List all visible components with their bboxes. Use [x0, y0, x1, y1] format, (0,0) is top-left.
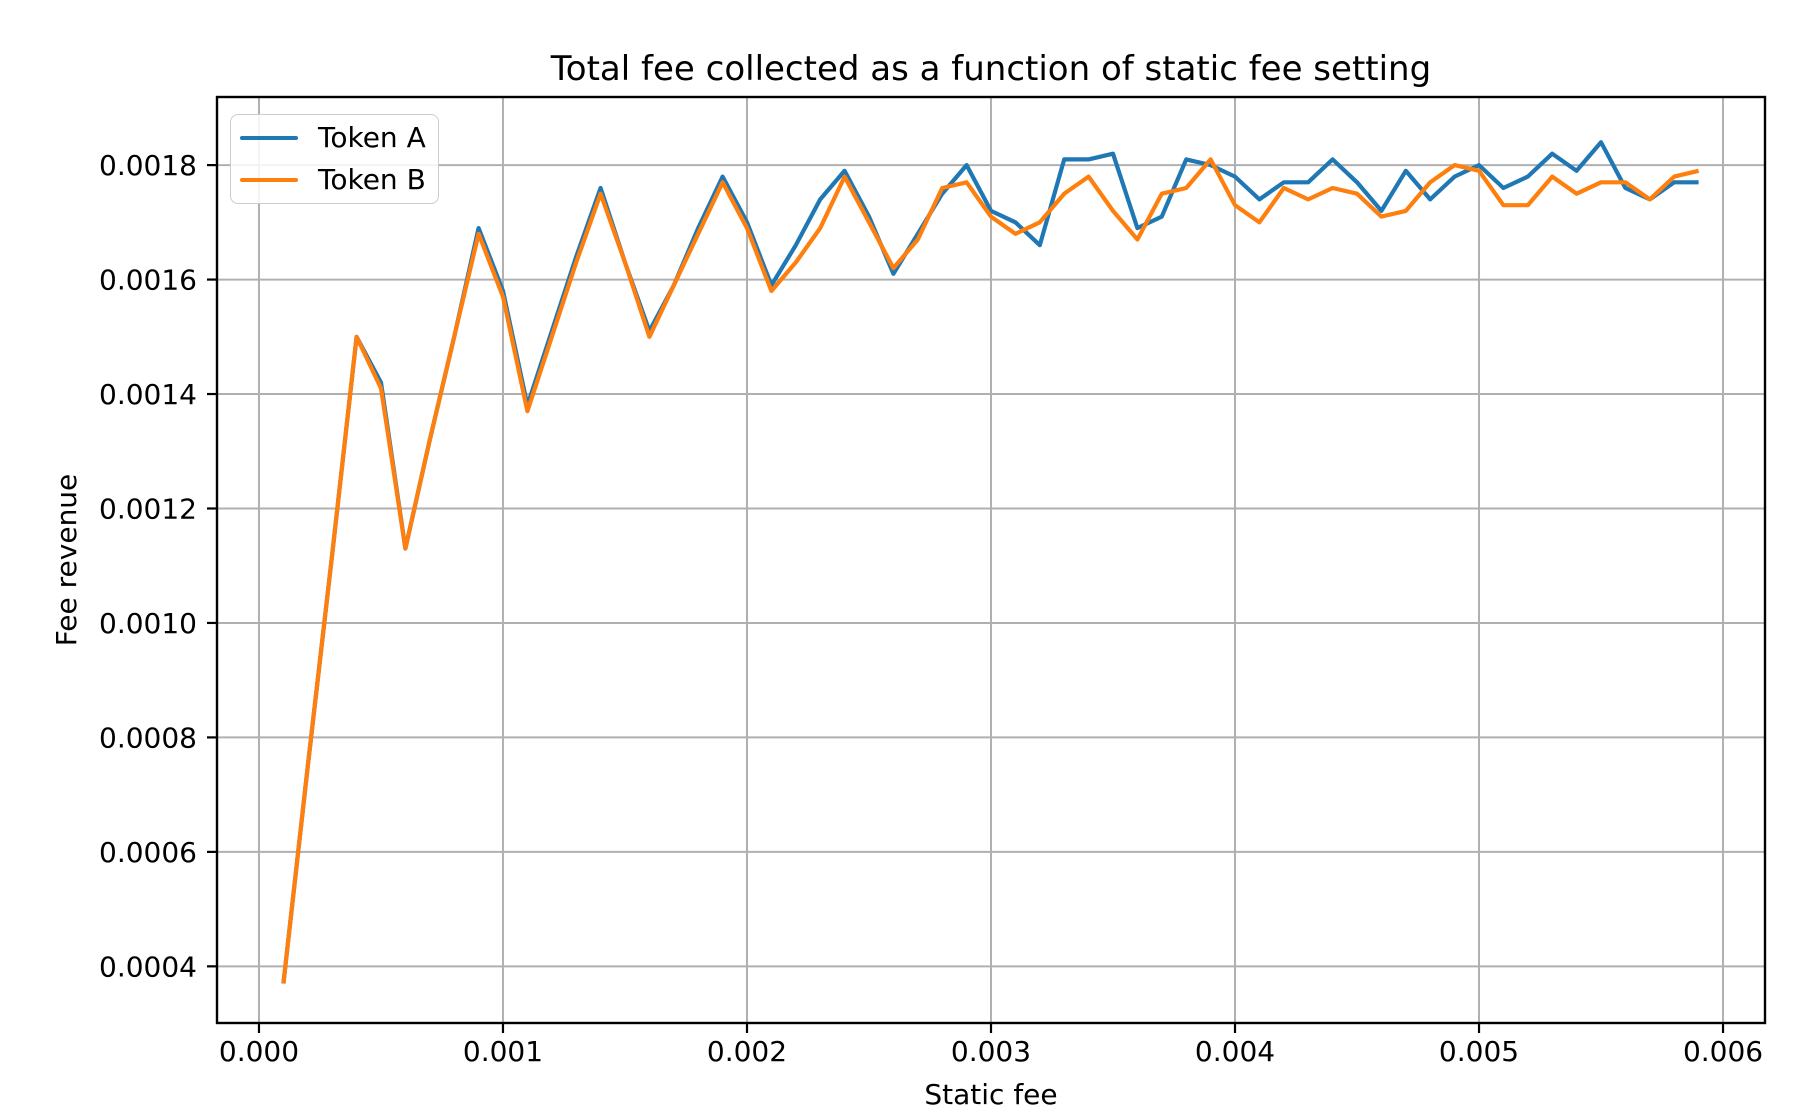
legend-entry-token-b: Token B	[240, 161, 438, 199]
y-tick-label: 0.0016	[99, 264, 197, 297]
token-a-line-sample	[240, 136, 298, 140]
y-axis-label: Fee revenue	[50, 474, 83, 647]
x-tick-label: 0.003	[951, 1035, 1031, 1068]
grid-layer	[217, 97, 1765, 1023]
x-tick-label: 0.001	[463, 1035, 543, 1068]
chart-title: Total fee collected as a function of sta…	[550, 49, 1431, 89]
y-tick-label: 0.0008	[99, 721, 197, 754]
x-tick-label: 0.000	[219, 1035, 299, 1068]
x-tick-label: 0.004	[1195, 1035, 1275, 1068]
series-line-token-b	[281, 157, 1700, 984]
tick-labels-layer: 0.000 0.001 0.002 0.003 0.004 0.005 0.006 0.000…	[99, 149, 1763, 1068]
x-tick-label: 0.002	[707, 1035, 787, 1068]
x-axis-label: Static fee	[924, 1078, 1057, 1111]
series-layer	[281, 140, 1700, 984]
x-tick-label: 0.006	[1683, 1035, 1763, 1068]
legend-entry-token-a: Token A	[240, 119, 438, 157]
token-b-line-sample	[240, 178, 298, 182]
y-tick-label: 0.0012	[99, 492, 197, 525]
legend-label-token-a: Token A	[318, 121, 426, 154]
y-tick-label: 0.0006	[99, 836, 197, 869]
plot-border	[215, 95, 1767, 1025]
legend: Token A Token B	[230, 114, 439, 204]
y-tick-label: 0.0018	[99, 149, 197, 182]
y-tick-label: 0.0010	[99, 607, 197, 640]
legend-label-token-b: Token B	[318, 163, 426, 196]
tick-marks-layer	[207, 164, 1725, 1033]
y-tick-label: 0.0014	[99, 378, 197, 411]
x-tick-label: 0.005	[1439, 1035, 1519, 1068]
y-tick-label: 0.0004	[99, 950, 197, 983]
